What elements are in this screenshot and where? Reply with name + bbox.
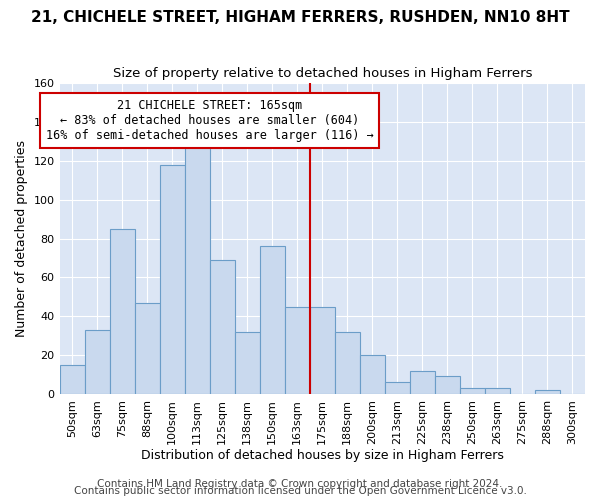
Text: Contains public sector information licensed under the Open Government Licence v3: Contains public sector information licen…: [74, 486, 526, 496]
Bar: [59, 365, 85, 394]
Bar: [410, 370, 435, 394]
Bar: [335, 332, 360, 394]
Text: Contains HM Land Registry data © Crown copyright and database right 2024.: Contains HM Land Registry data © Crown c…: [97, 479, 503, 489]
Bar: [134, 302, 160, 394]
Bar: [385, 382, 410, 394]
Bar: [285, 306, 310, 394]
Text: 21 CHICHELE STREET: 165sqm
← 83% of detached houses are smaller (604)
16% of sem: 21 CHICHELE STREET: 165sqm ← 83% of deta…: [46, 98, 374, 142]
X-axis label: Distribution of detached houses by size in Higham Ferrers: Distribution of detached houses by size …: [141, 450, 504, 462]
Bar: [110, 229, 134, 394]
Bar: [160, 164, 185, 394]
Bar: [85, 330, 110, 394]
Y-axis label: Number of detached properties: Number of detached properties: [15, 140, 28, 337]
Bar: [235, 332, 260, 394]
Bar: [535, 390, 560, 394]
Bar: [460, 388, 485, 394]
Bar: [260, 246, 285, 394]
Bar: [485, 388, 510, 394]
Title: Size of property relative to detached houses in Higham Ferrers: Size of property relative to detached ho…: [113, 68, 532, 80]
Bar: [360, 355, 385, 394]
Bar: [185, 147, 209, 394]
Bar: [209, 260, 235, 394]
Text: 21, CHICHELE STREET, HIGHAM FERRERS, RUSHDEN, NN10 8HT: 21, CHICHELE STREET, HIGHAM FERRERS, RUS…: [31, 10, 569, 25]
Bar: [435, 376, 460, 394]
Bar: [310, 306, 335, 394]
